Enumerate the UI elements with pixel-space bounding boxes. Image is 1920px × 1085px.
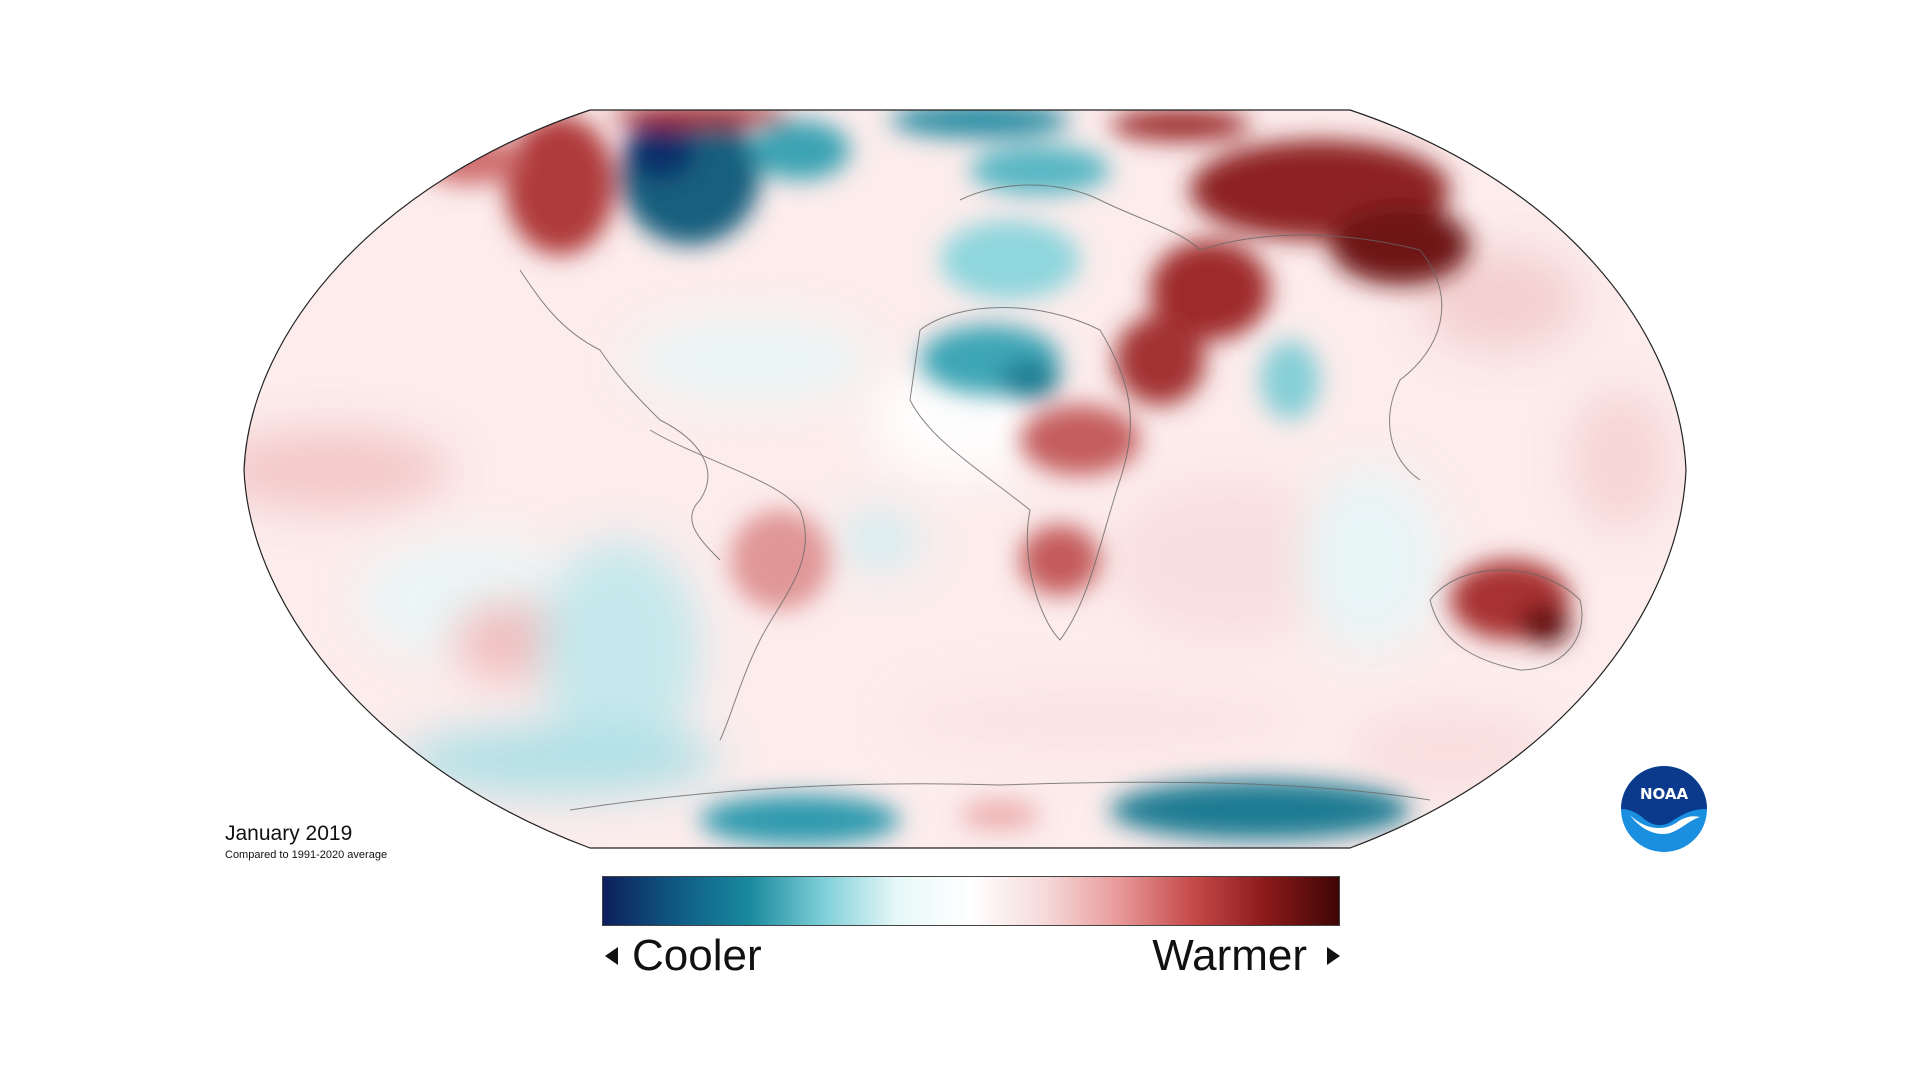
triangle-left-icon <box>605 947 618 965</box>
coastlines <box>519 184 1583 811</box>
colorbar-warmer-label: Warmer <box>1152 930 1340 982</box>
caption-title: January 2019 <box>225 822 353 845</box>
caption-subtitle: Compared to 1991-2020 average <box>225 849 388 861</box>
colorbar <box>602 876 1340 926</box>
anomaly-field <box>244 110 1686 848</box>
noaa-logo-svg: NOAA <box>1621 766 1707 852</box>
globe-outline <box>243 109 1687 849</box>
map-caption: January 2019 Compared to 1991-2020 avera… <box>225 822 387 862</box>
cooler-text: Cooler <box>632 931 762 980</box>
noaa-logo-icon: NOAA <box>1620 765 1708 853</box>
logo-gull-shape <box>1630 815 1700 835</box>
triangle-right-icon <box>1327 947 1340 965</box>
warmer-text: Warmer <box>1152 931 1307 980</box>
logo-text: NOAA <box>1640 785 1689 803</box>
colorbar-cooler-label: Cooler <box>605 930 762 982</box>
logo-top-shape <box>1621 766 1707 826</box>
